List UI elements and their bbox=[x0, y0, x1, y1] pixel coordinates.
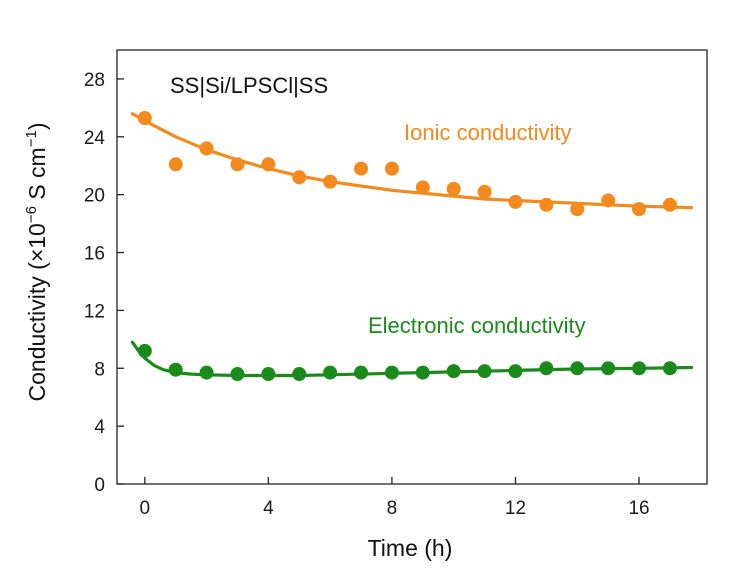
x-tick-label: 16 bbox=[628, 498, 649, 519]
electronic-annotation: Electronic conductivity bbox=[368, 313, 586, 338]
y-tick-label: 24 bbox=[84, 128, 106, 149]
x-tick-label: 12 bbox=[505, 498, 526, 519]
electronic-data-point bbox=[632, 361, 647, 376]
electronic-data-point bbox=[415, 365, 430, 380]
y-tick-label: 4 bbox=[94, 417, 105, 438]
y-tick-label: 0 bbox=[94, 475, 105, 496]
ionic-data-point bbox=[539, 197, 554, 212]
ionic-data-point bbox=[384, 161, 399, 176]
electronic-data-point bbox=[446, 364, 461, 379]
sample-label: SS|Si/LPSCl|SS bbox=[170, 73, 328, 98]
x-tick-label: 0 bbox=[140, 498, 151, 519]
ionic-data-point bbox=[261, 157, 276, 172]
electronic-data-point bbox=[323, 365, 338, 380]
electronic-data-point bbox=[539, 361, 554, 376]
axis-ticks: 0 4 8 12 16 0 4 8 12 16 20 24 28 bbox=[84, 70, 650, 519]
electronic-data-point bbox=[168, 362, 183, 377]
x-tick-label: 8 bbox=[387, 498, 398, 519]
ionic-data-point bbox=[601, 193, 616, 208]
electronic-data-point bbox=[384, 365, 399, 380]
y-tick-label: 12 bbox=[84, 301, 105, 322]
electronic-fit-curve bbox=[130, 340, 694, 378]
ionic-data-point bbox=[292, 170, 307, 185]
electronic-data-point bbox=[230, 367, 245, 382]
ionic-data-point bbox=[446, 181, 461, 196]
electronic-data-point bbox=[137, 343, 152, 358]
electronic-data-point bbox=[570, 361, 585, 376]
x-tick-label: 4 bbox=[263, 498, 274, 519]
ionic-data-point bbox=[570, 202, 585, 217]
ionic-data-point bbox=[137, 110, 152, 125]
y-tick-label: 8 bbox=[94, 359, 105, 380]
ionic-data-point bbox=[632, 202, 647, 217]
ionic-data-point bbox=[168, 157, 183, 172]
electronic-data-point bbox=[477, 364, 492, 379]
electronic-data-point bbox=[261, 367, 276, 382]
ionic-data-point bbox=[662, 197, 677, 212]
ionic-data-point bbox=[199, 141, 214, 156]
y-tick-label: 20 bbox=[84, 186, 105, 207]
ionic-data-point bbox=[477, 184, 492, 199]
electronic-data-point bbox=[354, 365, 369, 380]
y-tick-label: 16 bbox=[84, 244, 105, 265]
ionic-data-point bbox=[230, 157, 245, 172]
y-tick-label: 28 bbox=[84, 70, 105, 91]
ionic-annotation: Ionic conductivity bbox=[404, 120, 572, 145]
electronic-data-point bbox=[199, 365, 214, 380]
y-axis-title: Conductivity (×10−6 S cm−1) bbox=[23, 122, 50, 401]
electronic-data-point bbox=[292, 367, 307, 382]
ionic-data-point bbox=[508, 194, 523, 209]
electronic-data-point bbox=[601, 361, 616, 376]
electronic-data-point bbox=[662, 361, 677, 376]
ionic-data-point bbox=[354, 161, 369, 176]
electronic-data-point bbox=[508, 364, 523, 379]
ionic-data-point bbox=[415, 180, 430, 195]
data-points bbox=[137, 110, 677, 382]
ionic-data-point bbox=[323, 174, 338, 189]
plot-frame bbox=[116, 49, 708, 485]
x-axis-title: Time (h) bbox=[368, 535, 453, 561]
